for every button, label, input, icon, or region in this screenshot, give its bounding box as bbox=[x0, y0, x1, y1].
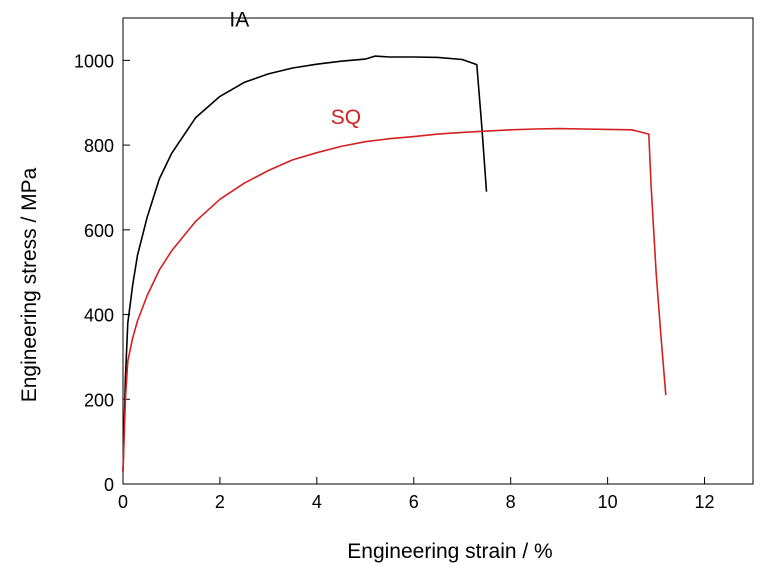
y-tick-label: 0 bbox=[104, 475, 114, 495]
series-label-ia: IA bbox=[229, 8, 249, 31]
y-tick-label: 600 bbox=[84, 221, 114, 241]
series-line-ia bbox=[122, 55, 488, 472]
y-axis-ticks: 0 200 400 600 800 1000 bbox=[74, 51, 130, 495]
x-tick-label: 8 bbox=[506, 492, 516, 512]
x-tick-label: 6 bbox=[409, 492, 419, 512]
plot-frame bbox=[122, 17, 754, 485]
x-tick-label: 10 bbox=[598, 492, 618, 512]
y-tick-label: 1000 bbox=[74, 51, 114, 71]
y-tick-label: 200 bbox=[84, 390, 114, 410]
series-labels: IA SQ bbox=[229, 8, 361, 128]
y-axis-label: Engineering stress / MPa bbox=[18, 167, 41, 402]
series-layer bbox=[122, 55, 667, 472]
y-tick-label: 800 bbox=[84, 136, 114, 156]
x-tick-label: 0 bbox=[118, 492, 128, 512]
x-axis-label: Engineering strain / % bbox=[347, 540, 552, 563]
series-line-sq bbox=[122, 127, 667, 472]
x-tick-label: 12 bbox=[695, 492, 715, 512]
x-tick-label: 4 bbox=[312, 492, 322, 512]
y-tick-label: 400 bbox=[84, 306, 114, 326]
x-tick-label: 2 bbox=[215, 492, 225, 512]
series-label-sq: SQ bbox=[331, 106, 361, 129]
x-axis-ticks: 0 2 4 6 8 10 12 bbox=[118, 477, 715, 512]
